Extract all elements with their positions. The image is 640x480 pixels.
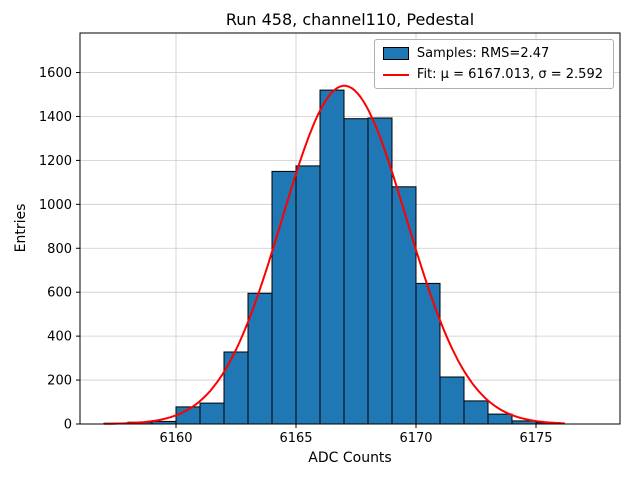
histogram-bar [295,165,321,425]
y-axis-label: Entries [13,203,29,253]
y-tick-label: 200 [47,374,72,389]
y-tick-label: 1200 [39,154,72,169]
histogram-bar [439,376,465,425]
fit-line-swatch-icon [382,73,409,76]
legend: Samples: RMS=2.47 Fit: μ = 6167.013, σ =… [373,39,614,89]
axes-frame [79,32,621,425]
legend-entry-fit: Fit: μ = 6167.013, σ = 2.592 [382,67,603,82]
histogram-bar [415,282,441,425]
x-tick-label: 6175 [519,431,552,446]
histogram-bar [223,351,249,425]
y-tick-label: 600 [47,286,72,301]
histogram-bar [247,292,273,425]
x-axis-label: ADC Counts [308,450,392,466]
legend-fit-label: Fit: μ = 6167.013, σ = 2.592 [416,67,603,82]
legend-entry-samples: Samples: RMS=2.47 [382,46,603,61]
y-tick-label: 1000 [39,198,72,213]
histogram-bar [487,413,513,425]
y-tick-label: 1400 [39,110,72,125]
histogram-bar [391,186,417,425]
x-tick-label: 6170 [399,431,432,446]
legend-samples-label: Samples: RMS=2.47 [416,46,550,61]
y-tick-label: 400 [47,330,72,345]
histogram-bar [319,89,345,425]
histogram-bar [343,118,369,425]
histogram-bar [463,400,489,425]
chart-title: Run 458, channel110, Pedestal [225,10,475,29]
y-tick-label: 1600 [39,66,72,81]
y-tick-label: 0 [64,418,72,433]
x-tick-label: 6165 [279,431,312,446]
histogram-bar [367,117,393,425]
fit-curve [104,84,565,425]
x-tick-label: 6160 [159,431,192,446]
y-tick-label: 800 [47,242,72,257]
histogram-swatch-icon [382,47,409,60]
histogram-bar [199,402,225,425]
